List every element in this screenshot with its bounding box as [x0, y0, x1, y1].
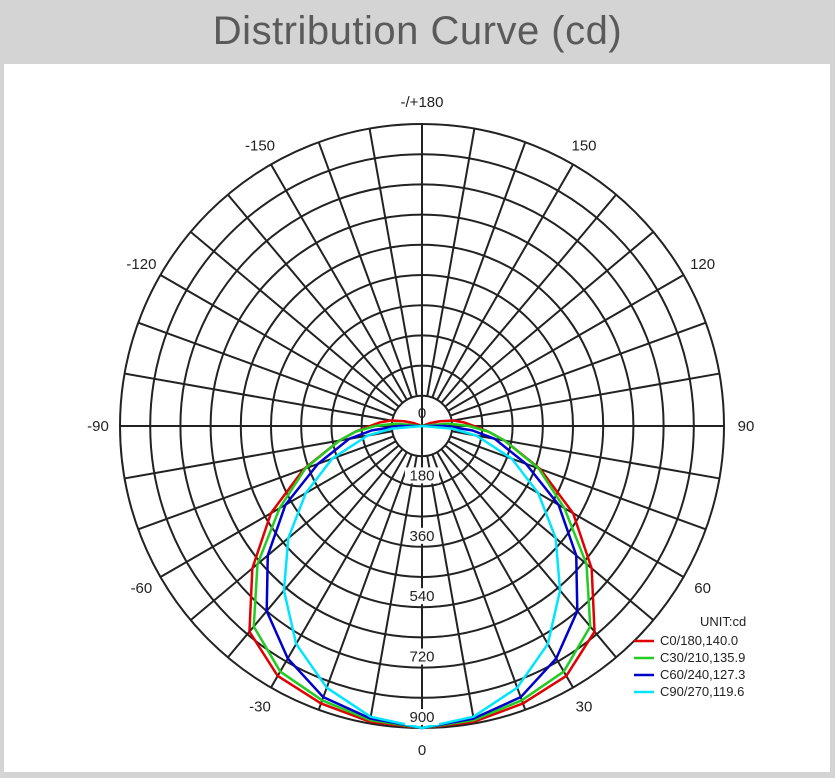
grid-spoke — [190, 231, 400, 408]
radial-label: 180 — [409, 467, 434, 484]
curve-4 — [282, 424, 562, 730]
radial-label-bg — [405, 588, 439, 605]
grid-spoke — [317, 141, 413, 398]
legend: UNIT:cd C0/180,140.0 C30/210,135.9 C60/240,… — [634, 614, 746, 699]
radial-label-bg — [405, 648, 439, 665]
radial-label-bg — [405, 709, 439, 725]
grid-spoke — [440, 194, 617, 404]
grid-spoke — [190, 444, 400, 621]
grid-spoke — [444, 231, 654, 408]
grid-spoke — [426, 455, 476, 724]
angle-label: -30 — [249, 699, 271, 716]
grid-spoke — [270, 163, 408, 401]
legend-entry: C90/270,119.6 — [660, 684, 744, 699]
angle-label: -90 — [87, 418, 109, 435]
grid-spoke — [368, 455, 418, 724]
radial-label-bg — [405, 467, 439, 484]
grid-spoke — [159, 274, 397, 412]
grid-spoke — [368, 128, 418, 397]
grid-spoke — [450, 435, 707, 531]
grid-spoke — [431, 141, 527, 398]
angle-label: 120 — [690, 256, 715, 273]
radial-label: 540 — [409, 588, 434, 605]
grid-spoke — [227, 448, 404, 658]
grid-spoke — [431, 454, 527, 711]
grid-spoke — [450, 321, 707, 417]
grid-spoke — [124, 372, 393, 422]
grid-spoke — [444, 444, 654, 621]
radial-label: 360 — [409, 528, 434, 545]
angle-label: 60 — [694, 580, 711, 597]
grid-spoke — [447, 274, 685, 412]
legend-unit: UNIT:cd — [700, 614, 746, 629]
grid-spoke — [451, 372, 720, 422]
angle-label: -120 — [126, 256, 156, 273]
radial-label: 900 — [409, 709, 434, 726]
polar-labels: -/+180 -150 150 -120 120 -90 90 -60 60 -30 30 0 0 180… — [87, 94, 754, 759]
angle-label: 30 — [576, 699, 593, 716]
grid-spoke — [137, 321, 394, 417]
grid-spoke — [227, 194, 404, 404]
legend-entry: C0/180,140.0 — [660, 633, 738, 648]
grid-spoke — [436, 451, 574, 689]
angle-label: -/+180 — [401, 94, 444, 111]
legend-entry: C30/210,135.9 — [660, 650, 745, 665]
angle-label: -60 — [131, 580, 153, 597]
chart-title: Distribution Curve (cd) — [212, 8, 623, 53]
radial-label-bg — [405, 527, 439, 544]
angle-label: 150 — [571, 137, 596, 154]
grid-spoke — [137, 435, 394, 531]
grid-spoke — [436, 163, 574, 401]
plot-area: -/+180 -150 150 -120 120 -90 90 -60 60 -30 30 0 0 180… — [4, 64, 830, 772]
grid-spoke — [270, 451, 408, 689]
angle-label: -150 — [245, 137, 275, 154]
grid-spoke — [317, 454, 413, 711]
title-bar: Distribution Curve (cd) — [0, 0, 835, 62]
radial-label: 0 — [418, 405, 426, 422]
polar-chart: -/+180 -150 150 -120 120 -90 90 -60 60 -30 30 0 0 180… — [87, 94, 754, 759]
angle-label: 90 — [738, 418, 755, 435]
distribution-curves — [248, 419, 596, 730]
angle-label: 0 — [418, 742, 426, 759]
radial-label: 720 — [409, 649, 434, 666]
legend-entry: C60/240,127.3 — [660, 667, 745, 682]
grid-spoke — [440, 448, 617, 658]
grid-spoke — [426, 128, 476, 397]
